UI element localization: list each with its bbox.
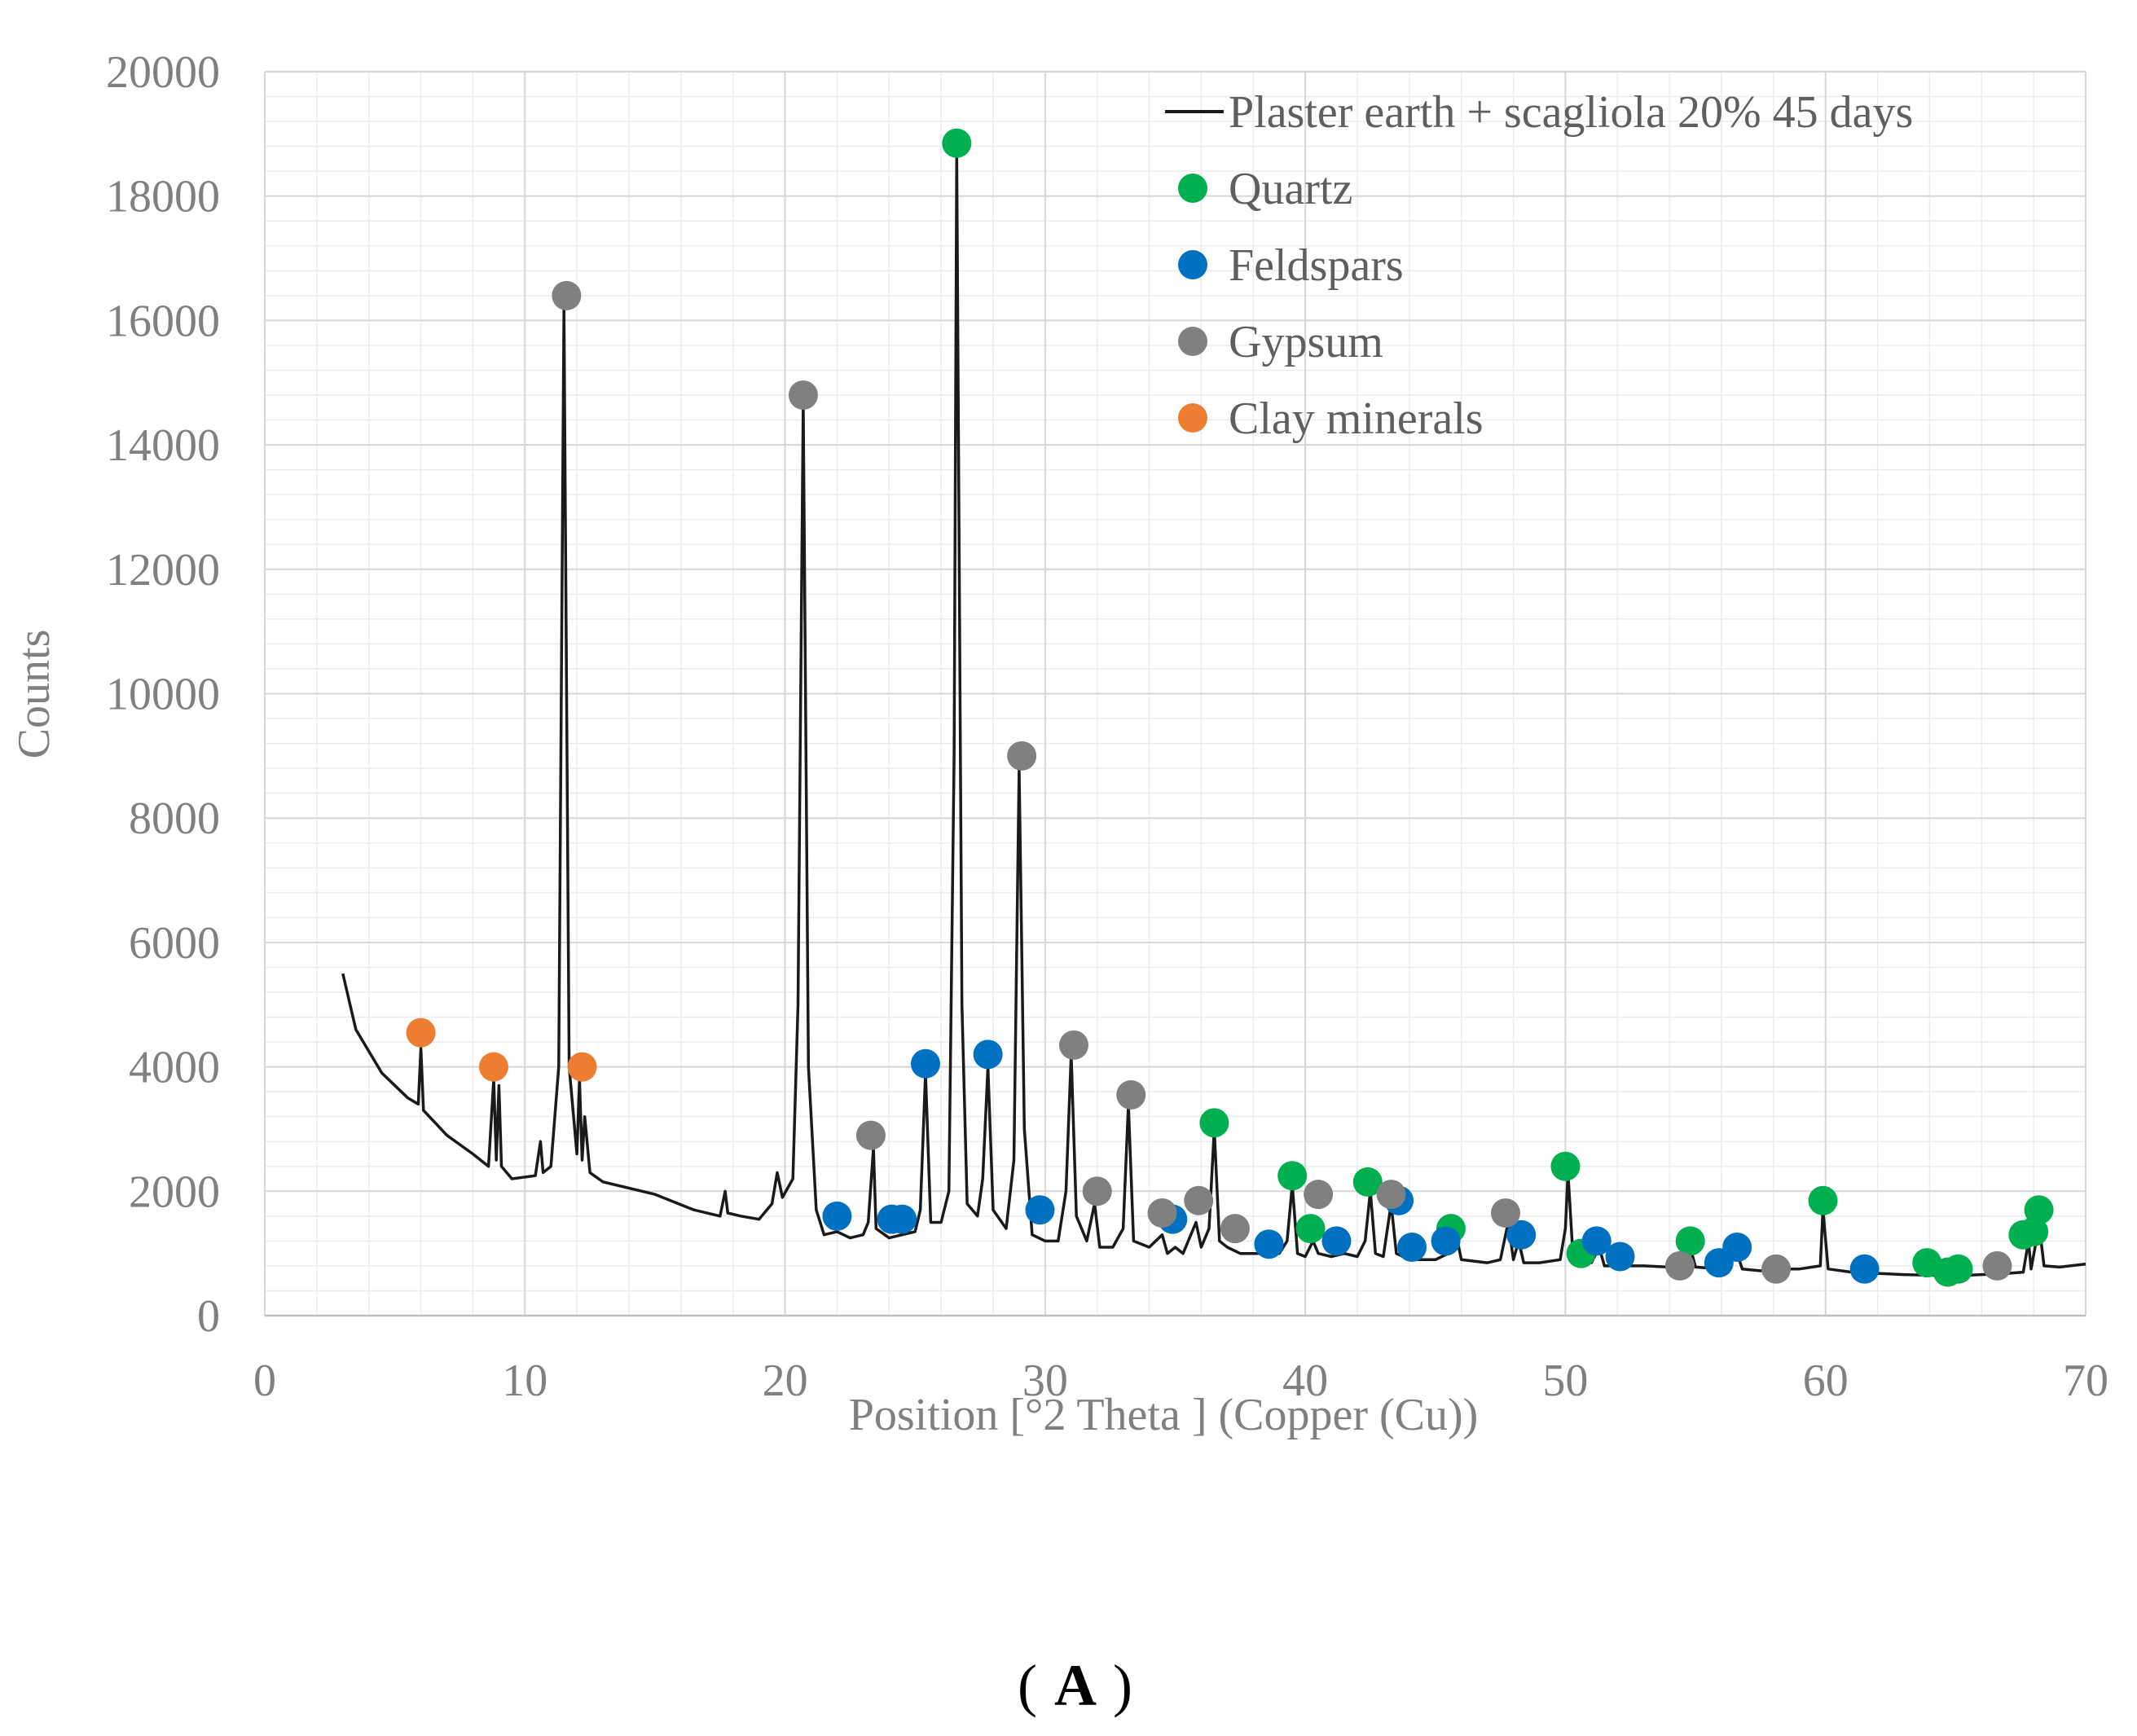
gypsum-marker — [552, 280, 582, 310]
quartz-marker — [1277, 1161, 1308, 1191]
legend-label: Feldspars — [1229, 240, 1404, 291]
y-tick-label: 18000 — [106, 172, 220, 222]
feldspars-marker — [1581, 1226, 1612, 1256]
gypsum-marker — [1058, 1030, 1088, 1060]
x-axis-title: Position [°2 Theta ] (Copper (Cu)) — [849, 1390, 1479, 1440]
gypsum-marker — [1116, 1079, 1146, 1110]
legend-marker-swatch — [1178, 174, 1207, 203]
gypsum-marker — [1761, 1254, 1792, 1284]
feldspars-marker — [1254, 1229, 1284, 1259]
feldspars-marker — [973, 1039, 1003, 1070]
legend-label: Gypsum — [1229, 317, 1383, 367]
x-tick-label: 0 — [253, 1356, 276, 1406]
y-tick-label: 12000 — [106, 545, 220, 596]
y-tick-label: 10000 — [106, 670, 220, 720]
major-gridlines — [264, 71, 2086, 1317]
feldspars-marker — [887, 1204, 917, 1234]
y-tick-label: 4000 — [129, 1043, 220, 1093]
feldspars-marker — [1397, 1233, 1427, 1263]
gypsum-marker — [1982, 1250, 2012, 1281]
gypsum-marker — [1007, 741, 1037, 771]
y-tick-label: 6000 — [129, 918, 220, 969]
quartz-marker — [1199, 1108, 1229, 1138]
panel-label-close-paren: ) — [1113, 1653, 1132, 1718]
quartz-marker — [1295, 1214, 1326, 1244]
legend-marker-swatch — [1178, 327, 1207, 356]
y-tick-label: 8000 — [129, 793, 220, 844]
x-tick-label: 70 — [2063, 1356, 2108, 1406]
y-axis-ticks: 0 2000 4000 6000 8000 10000 12000 14000 16000 180… — [106, 47, 220, 1342]
feldspars-marker — [1605, 1242, 1635, 1272]
feldspars-marker — [822, 1201, 852, 1231]
quartz-marker — [1808, 1185, 1838, 1215]
gypsum-marker — [1082, 1176, 1112, 1206]
gypsum-marker — [1376, 1180, 1406, 1210]
gypsum-marker — [788, 380, 818, 411]
x-tick-label: 20 — [763, 1356, 808, 1406]
x-tick-label: 40 — [1282, 1356, 1328, 1406]
feldspars-marker — [1506, 1220, 1537, 1250]
feldspars-marker — [1321, 1226, 1352, 1256]
quartz-marker — [942, 128, 972, 158]
clay-minerals-marker — [406, 1017, 436, 1048]
clay-minerals-marker — [567, 1052, 597, 1082]
clay-minerals-marker — [478, 1052, 508, 1082]
y-tick-label: 16000 — [106, 296, 220, 346]
x-tick-label: 50 — [1542, 1356, 1588, 1406]
x-tick-label: 10 — [502, 1356, 547, 1406]
feldspars-marker — [1849, 1254, 1880, 1284]
legend: Plaster earth + scagliola 20% 45 days Qua… — [1165, 87, 1913, 444]
gypsum-marker — [1147, 1198, 1177, 1228]
gypsum-marker — [1304, 1180, 1334, 1210]
legend-label: Clay minerals — [1229, 393, 1484, 444]
gypsum-marker — [1220, 1214, 1250, 1244]
feldspars-marker — [1431, 1226, 1461, 1256]
y-tick-label: 0 — [197, 1291, 220, 1342]
quartz-marker — [1352, 1167, 1383, 1197]
quartz-marker — [1675, 1226, 1705, 1256]
y-tick-label: 14000 — [106, 420, 220, 471]
quartz-marker — [1943, 1254, 1973, 1284]
x-tick-label: 60 — [1803, 1356, 1849, 1406]
quartz-marker — [2024, 1195, 2054, 1225]
feldspars-marker — [910, 1048, 940, 1079]
panel-label-open-paren: ( — [1018, 1653, 1037, 1718]
x-tick-label: 30 — [1022, 1356, 1068, 1406]
gypsum-marker — [1184, 1185, 1214, 1215]
feldspars-marker — [1025, 1195, 1055, 1225]
panel-label: A — [1054, 1653, 1097, 1718]
x-axis-ticks: 0 10 20 30 40 50 60 70 — [253, 1356, 2108, 1406]
gypsum-marker — [855, 1120, 886, 1150]
plot-area — [341, 128, 2086, 1287]
feldspars-marker — [1722, 1233, 1752, 1263]
y-axis-title: Counts — [9, 630, 59, 759]
y-tick-label: 20000 — [106, 47, 220, 98]
quartz-marker — [1550, 1151, 1581, 1181]
legend-label: Plaster earth + scagliola 20% 45 days — [1229, 87, 1913, 138]
legend-marker-swatch — [1178, 250, 1207, 279]
gypsum-marker — [1490, 1198, 1520, 1228]
gypsum-marker — [1664, 1250, 1695, 1281]
legend-marker-swatch — [1178, 403, 1207, 433]
y-tick-label: 2000 — [129, 1167, 220, 1217]
legend-label: Quartz — [1229, 164, 1352, 214]
